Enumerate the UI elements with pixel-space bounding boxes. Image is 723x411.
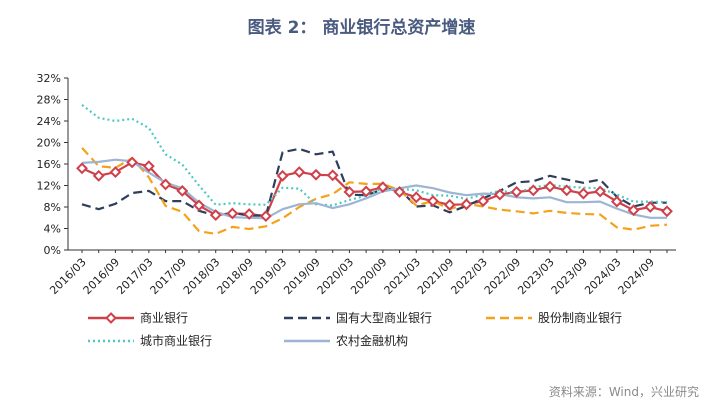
series-line-3 [81,104,668,207]
series-0-point [544,180,556,193]
series-0-point [443,198,456,211]
series-0-point [193,199,205,212]
y-tick-label: 32% [37,72,61,85]
legend-label-0: 商业银行 [140,310,188,325]
series-0-point [343,186,356,198]
y-tick-label: 4% [44,223,61,236]
y-tick-label: 16% [37,158,61,171]
series-0-point [109,166,122,178]
series-0-point [627,204,640,217]
series-0-point [393,186,406,198]
y-tick-label: 8% [44,201,61,214]
series-0-point [226,207,239,220]
series-0-point [276,169,289,182]
series-line-2 [81,147,668,235]
y-tick-label: 12% [37,180,61,193]
series-0-point [376,181,389,194]
series-0-point [142,160,155,173]
series-0-point [577,187,590,200]
series-line-0 [81,161,668,218]
series-0-point [209,209,222,221]
series-0-point [594,185,607,198]
series-0-point [176,184,189,197]
series-0-point [410,191,423,204]
series-0-point [243,208,256,220]
y-tick-label: 28% [37,94,61,107]
series-0-point [293,166,306,178]
series-line-4 [81,158,667,220]
series-0-point [427,195,439,208]
series-0-point [560,184,573,197]
series-0-point [477,195,490,208]
legend-label-1: 国有大型商业银行 [336,310,432,325]
series-0-point [126,156,139,169]
series-0-point [259,210,272,223]
series-0-point [76,162,88,175]
series-0-point [310,168,322,181]
series-0-point [493,188,506,201]
series-0-point [610,195,623,208]
y-tick-label: 20% [37,137,61,150]
chart-title: 图表 2： 商业银行总资产增速 [247,18,476,38]
series-0-point [460,198,473,211]
legend-marker-0 [105,312,117,324]
series-0-point [360,185,373,198]
y-tick-label: 24% [37,115,61,128]
series-0-point [326,169,339,182]
legend-label-3: 城市商业银行 [140,333,212,348]
y-tick-label: 0% [44,244,61,257]
series-0-point [661,205,673,218]
legend-label-2: 股份制商业银行 [538,310,622,325]
source-note: 资料来源：Wind，兴业研究 [548,385,699,399]
series-line-1 [81,147,667,217]
series-0-point [644,201,657,213]
series-0-point [527,184,540,197]
series-0-point [92,169,105,182]
series-0-point [159,178,172,191]
series-0-point [510,186,523,198]
x-tick-label: 2024/09 [616,256,658,298]
legend-label-4: 农村金融机构 [336,333,408,348]
